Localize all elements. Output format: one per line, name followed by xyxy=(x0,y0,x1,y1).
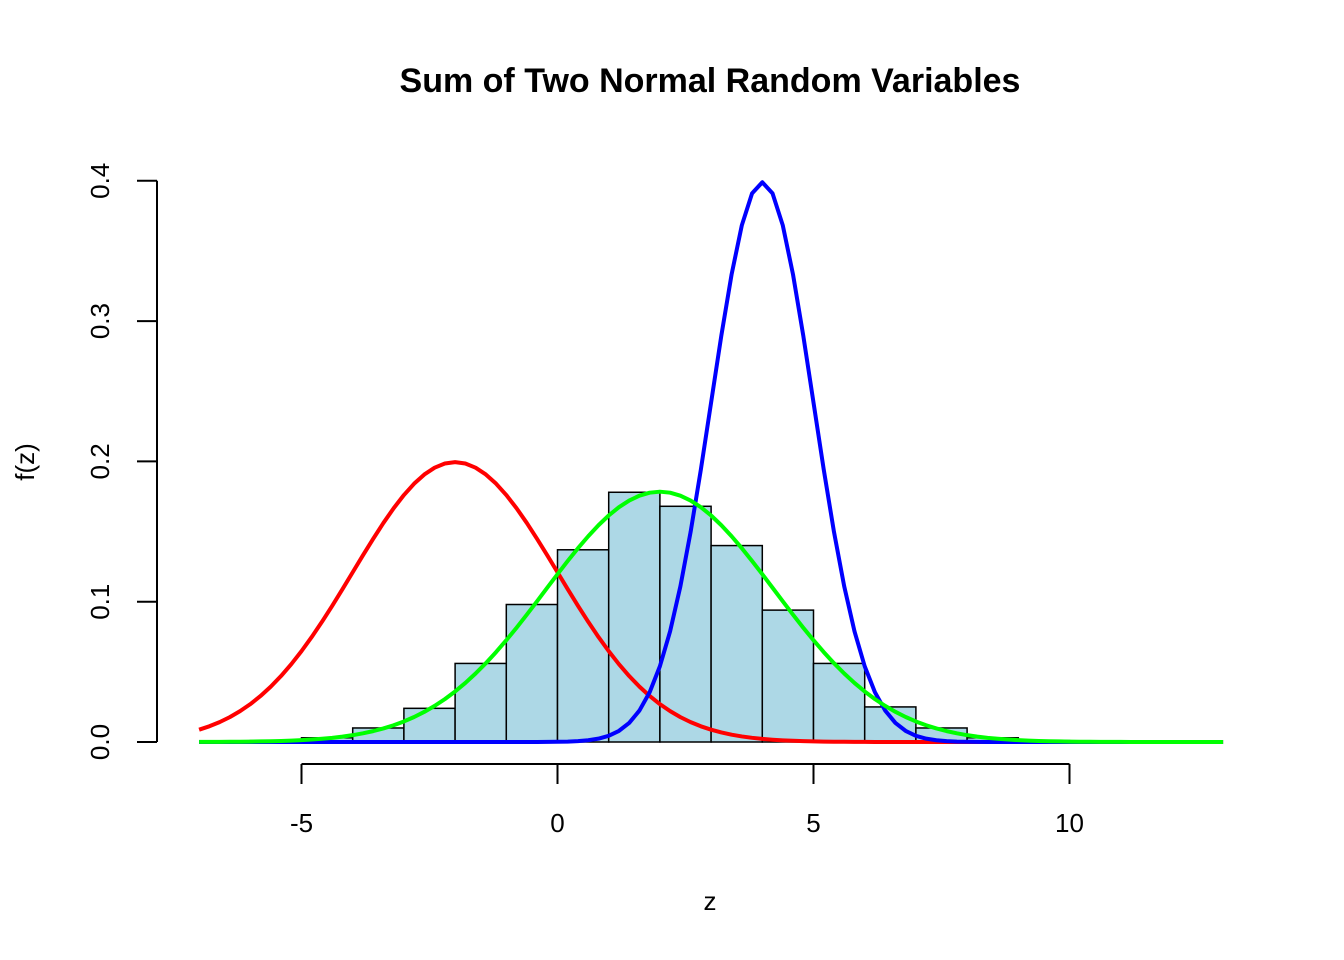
y-tick-label: 0.2 xyxy=(85,443,115,479)
y-tick-label: 0.0 xyxy=(85,724,115,760)
y-tick-label: 0.4 xyxy=(85,163,115,199)
y-tick-label: 0.1 xyxy=(85,584,115,620)
histogram-bar xyxy=(505,603,559,743)
histogram-bar xyxy=(556,549,610,743)
y-axis: 0.0 0.1 0.2 0.3 0.4 xyxy=(85,163,158,760)
chart-title: Sum of Two Normal Random Variables xyxy=(400,62,1021,100)
histogram-bar xyxy=(659,505,712,743)
x-tick-label: 0 xyxy=(550,808,564,838)
x-tick-label: 5 xyxy=(806,808,820,838)
y-axis-label: f(z) xyxy=(10,443,40,481)
y-tick-label: 0.3 xyxy=(85,303,115,339)
x-axis-label: z xyxy=(704,886,717,916)
histogram-bar xyxy=(863,706,917,743)
density-curves xyxy=(198,180,1224,744)
density-curve-3 xyxy=(199,489,1224,744)
histogram-bar xyxy=(454,662,508,743)
histogram-bar xyxy=(607,491,661,743)
x-tick-label: 10 xyxy=(1055,808,1084,838)
x-axis: -5 0 5 10 xyxy=(290,763,1084,838)
histogram-bar xyxy=(403,707,456,743)
histogram-bar xyxy=(812,662,866,743)
x-tick-label: -5 xyxy=(290,808,313,838)
histogram-bar xyxy=(710,544,764,743)
